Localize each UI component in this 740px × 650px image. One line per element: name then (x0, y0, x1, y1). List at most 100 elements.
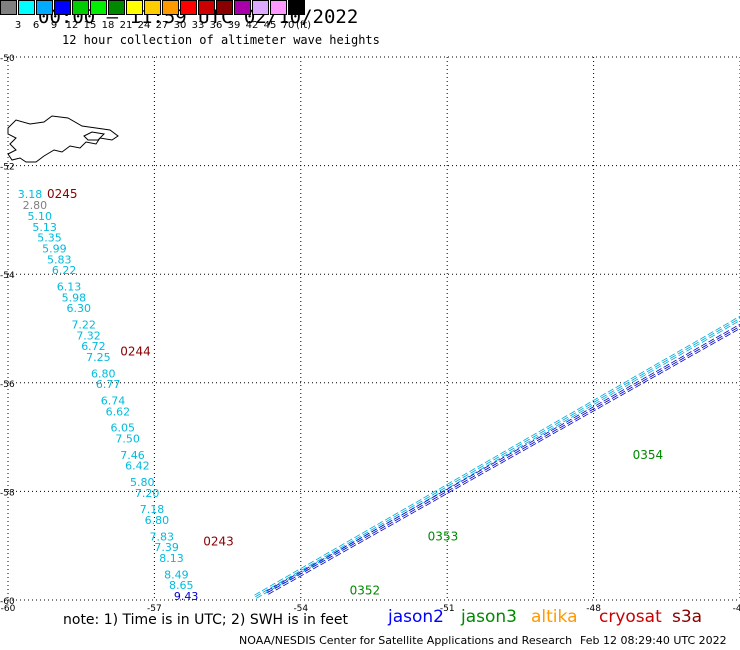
swh-value: 7.39 (154, 541, 179, 554)
swh-value: 2.80 (23, 199, 48, 212)
swh-value: 5.99 (42, 242, 67, 255)
swh-value: 6.77 (96, 378, 121, 391)
legend-swatch (126, 0, 143, 15)
swh-value: 6.05 (110, 422, 135, 435)
x-tick-label: -51 (440, 604, 455, 614)
legend-swatch (252, 0, 269, 15)
swh-value: 8.13 (159, 552, 184, 565)
units-note: note: 1) Time is in UTC; 2) SWH is in fe… (63, 612, 349, 628)
x-tick-label: -57 (147, 604, 162, 614)
swh-value: 3.18 (18, 188, 43, 201)
legend-swatch (198, 0, 215, 15)
legend-label: 15 (83, 20, 97, 31)
x-tick-label: -60 (1, 604, 16, 614)
legend-swatch (216, 0, 233, 15)
swh-value: 8.65 (169, 579, 194, 592)
legend-label: 70 (281, 20, 295, 31)
legend-swatch (144, 0, 161, 15)
sat-label-jason2: jason2 (388, 607, 444, 627)
legend-swatch (288, 0, 305, 15)
swh-value: 7.50 (115, 433, 140, 446)
legend-label: 21 (119, 20, 133, 31)
time-label: 0245 (47, 187, 78, 201)
swh-value: 6.80 (145, 514, 170, 527)
sat-label-altika: altika (531, 607, 578, 627)
y-tick-label: -52 (0, 163, 15, 173)
legend-swatch (36, 0, 53, 15)
track-glyph: ≡ (736, 319, 740, 333)
time-label: 0354 (633, 448, 664, 462)
y-tick-label: -56 (0, 380, 15, 390)
legend-swatch (180, 0, 197, 15)
x-tick-label: -54 (293, 604, 308, 614)
swh-value: 7.20 (135, 487, 160, 500)
track-glyph: ≡ (728, 315, 740, 329)
swh-value: 6.30 (67, 302, 92, 315)
y-tick-label: -60 (0, 597, 15, 607)
x-tick-label: -45 (733, 604, 740, 614)
legend-swatch (0, 0, 17, 15)
legend-swatch (18, 0, 35, 15)
swh-value: 6.22 (52, 264, 77, 277)
legend-swatch (72, 0, 89, 15)
legend-label: 18 (101, 20, 115, 31)
legend-label: 36 (209, 20, 223, 31)
swh-value: 7.25 (86, 351, 111, 364)
legend-label: 6 (32, 20, 40, 31)
color-legend: 3 6 9 12 15 18 21 24 27 30 33 36 39 42 45 70 (ft) (0, 0, 320, 31)
y-tick-label: -50 (0, 54, 15, 64)
legend-label: 12 (65, 20, 79, 31)
sat-label-s3a: s3a (672, 607, 703, 627)
swh-value: 6.80 (91, 367, 116, 380)
sat-label-cryosat: cryosat (599, 607, 662, 627)
y-tick-label: -54 (0, 271, 15, 281)
legend-label: 27 (155, 20, 169, 31)
swh-value: 7.18 (140, 503, 165, 516)
legend-swatch (108, 0, 125, 15)
page-subtitle: 12 hour collection of altimeter wave hei… (62, 33, 380, 47)
swh-value: 8.49 (164, 568, 189, 581)
credit-line: NOAA/NESDIS Center for Satellite Applica… (239, 634, 573, 647)
swh-value: 6.42 (125, 460, 149, 473)
swh-value: 9.43 (174, 590, 199, 603)
legend-swatch (54, 0, 71, 15)
swh-value: 5.83 (47, 253, 72, 266)
legend-label: 24 (137, 20, 151, 31)
legend-label: 9 (50, 20, 58, 31)
island-outline (7, 115, 119, 163)
swh-value: 6.72 (81, 340, 106, 353)
sat-label-jason3: jason3 (461, 607, 517, 627)
x-tick-label: -48 (586, 604, 601, 614)
swh-value: 5.80 (130, 476, 155, 489)
swh-value: 5.35 (37, 232, 62, 245)
swh-value: 5.13 (32, 221, 57, 234)
legend-label: 33 (191, 20, 205, 31)
swh-value: 7.22 (71, 319, 96, 332)
legend-swatch (234, 0, 251, 15)
legend-label: 30 (173, 20, 187, 31)
legend-label: 39 (227, 20, 241, 31)
legend-label: 42 (245, 20, 259, 31)
swh-value: 6.13 (57, 280, 82, 293)
legend-unit: (ft) (296, 20, 312, 31)
swh-value: 5.98 (62, 291, 87, 304)
swh-value: 6.74 (101, 395, 126, 408)
swh-value: 6.62 (106, 405, 131, 418)
legend-swatch (270, 0, 287, 15)
legend-swatch (90, 0, 107, 15)
track-glyph: ≡ (736, 311, 740, 325)
legend-label: 45 (263, 20, 277, 31)
swh-value: 7.32 (76, 329, 101, 342)
time-label: 0352 (350, 584, 381, 598)
y-tick-label: -58 (0, 488, 15, 498)
track-glyph: ≡ (729, 323, 740, 337)
generated-timestamp: Feb 12 08:29:40 UTC 2022 (580, 634, 727, 647)
swh-value: 7.46 (120, 449, 144, 462)
time-label: 0353 (428, 529, 459, 543)
legend-label: 3 (14, 20, 22, 31)
time-label: 0243 (203, 535, 234, 549)
legend-swatch (162, 0, 179, 15)
island-outline (83, 131, 106, 141)
swh-value: 5.10 (28, 210, 53, 223)
